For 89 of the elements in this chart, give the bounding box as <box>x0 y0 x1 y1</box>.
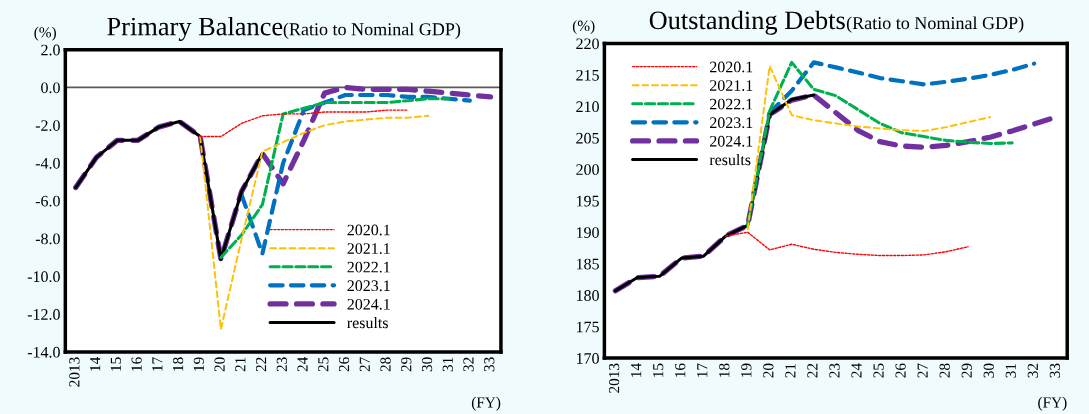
x-tick-label: 30 <box>421 357 433 372</box>
y-tick-label: 195 <box>576 195 599 207</box>
line-series <box>199 114 430 331</box>
x-tick-label: 21 <box>785 363 796 378</box>
x-tick-label: 25 <box>318 357 329 372</box>
x-tick-label: 21 <box>235 357 246 372</box>
chart-subtitle: (Ratio to Nominal GDP) <box>283 22 461 40</box>
legend-label: 2023.1 <box>347 280 390 292</box>
chart-subtitle: (Ratio to Nominal GDP) <box>846 16 1024 33</box>
legend-label: 2022.1 <box>710 98 753 110</box>
chart-title: Outstanding Debts <box>649 10 845 35</box>
x-tick-label: 30 <box>983 363 994 378</box>
line-series <box>767 60 1037 115</box>
y-axis-title: (%) <box>572 20 595 35</box>
y-tick-label: 205 <box>576 132 599 144</box>
x-tick-label: 27 <box>359 357 370 372</box>
legend-label: 2020.1 <box>710 61 753 73</box>
x-tick-label: 24 <box>851 363 862 378</box>
x-tick-label: 15 <box>653 363 664 377</box>
x-tick-label: 32 <box>1027 363 1038 378</box>
x-tick-label: 23 <box>276 357 287 372</box>
y-tick-label: -12.0 <box>27 309 60 320</box>
y-tick-label: 0.0 <box>41 82 60 94</box>
x-tick-label: 29 <box>401 357 412 372</box>
x-tick-label: 2013 <box>69 357 80 387</box>
y-tick-label: 170 <box>576 353 599 364</box>
x-tick-label: 32 <box>463 357 474 372</box>
x-tick-label: 18 <box>719 363 730 377</box>
y-tick-label: 190 <box>576 227 599 238</box>
y-tick-label: 215 <box>576 69 599 81</box>
y-axis-title: (%) <box>34 26 56 41</box>
legend-label: results <box>347 317 388 329</box>
x-tick-label: 28 <box>939 363 950 378</box>
x-tick-label: 24 <box>297 357 308 372</box>
legend-label: 2023.1 <box>710 117 753 129</box>
y-tick-label: -2.0 <box>35 120 60 131</box>
x-tick-label: 31 <box>1005 363 1016 378</box>
y-tick-label: -4.0 <box>35 157 60 169</box>
x-tick-label: 16 <box>675 363 686 377</box>
x-tick-label: 18 <box>172 357 184 371</box>
x-tick-label: 33 <box>1049 363 1061 378</box>
y-tick-label: 180 <box>576 290 599 301</box>
y-tick-label: 200 <box>576 164 599 176</box>
x-axis-title: (FY) <box>1038 396 1067 411</box>
y-tick-label: -8.0 <box>35 233 60 245</box>
legend-label: 2021.1 <box>347 243 390 255</box>
x-tick-label: 2013 <box>608 363 620 393</box>
x-tick-label: 19 <box>193 357 204 371</box>
x-tick-label: 20 <box>763 363 774 378</box>
legend-label: 2024.1 <box>347 298 390 310</box>
line-series <box>74 119 264 261</box>
legend-label: results <box>709 153 751 166</box>
x-tick-label: 14 <box>631 363 642 377</box>
legend-label: 2020.1 <box>347 224 390 236</box>
x-tick-label: 31 <box>442 357 453 372</box>
x-tick-label: 23 <box>829 363 840 378</box>
line-series <box>199 109 409 138</box>
x-tick-label: 16 <box>131 357 142 371</box>
x-tick-label: 17 <box>697 363 708 377</box>
line-series <box>724 231 969 257</box>
y-tick-label: 2.0 <box>41 44 60 56</box>
chart-title: Primary Balance <box>107 16 283 41</box>
x-tick-label: 20 <box>214 357 225 372</box>
line-series <box>239 92 472 256</box>
y-tick-label: 185 <box>576 258 599 270</box>
x-tick-label: 25 <box>873 363 884 378</box>
x-tick-label: 26 <box>895 363 906 378</box>
y-tick-label: 210 <box>576 101 599 113</box>
x-tick-label: 27 <box>917 363 928 378</box>
legend-label: 2021.1 <box>710 80 753 91</box>
legend-label: 2022.1 <box>347 261 390 273</box>
y-tick-label: -6.0 <box>35 195 60 207</box>
x-tick-label: 29 <box>961 363 972 378</box>
y-tick-label: -14.0 <box>27 346 60 358</box>
y-tick-label: 220 <box>576 38 599 50</box>
x-tick-label: 28 <box>380 357 391 372</box>
x-tick-label: 15 <box>110 357 122 371</box>
x-tick-label: 22 <box>255 357 267 372</box>
x-tick-label: 26 <box>338 357 350 372</box>
x-tick-label: 14 <box>90 357 101 371</box>
line-series <box>219 97 451 259</box>
legend-label: 2024.1 <box>710 135 753 147</box>
x-tick-label: 33 <box>484 357 495 372</box>
x-tick-label: 22 <box>807 363 818 378</box>
y-tick-label: 175 <box>576 321 599 333</box>
x-tick-label: 19 <box>741 363 752 377</box>
x-tick-label: 17 <box>152 357 163 371</box>
y-tick-label: -10.0 <box>27 271 60 283</box>
x-axis-title: (FY) <box>471 396 501 411</box>
